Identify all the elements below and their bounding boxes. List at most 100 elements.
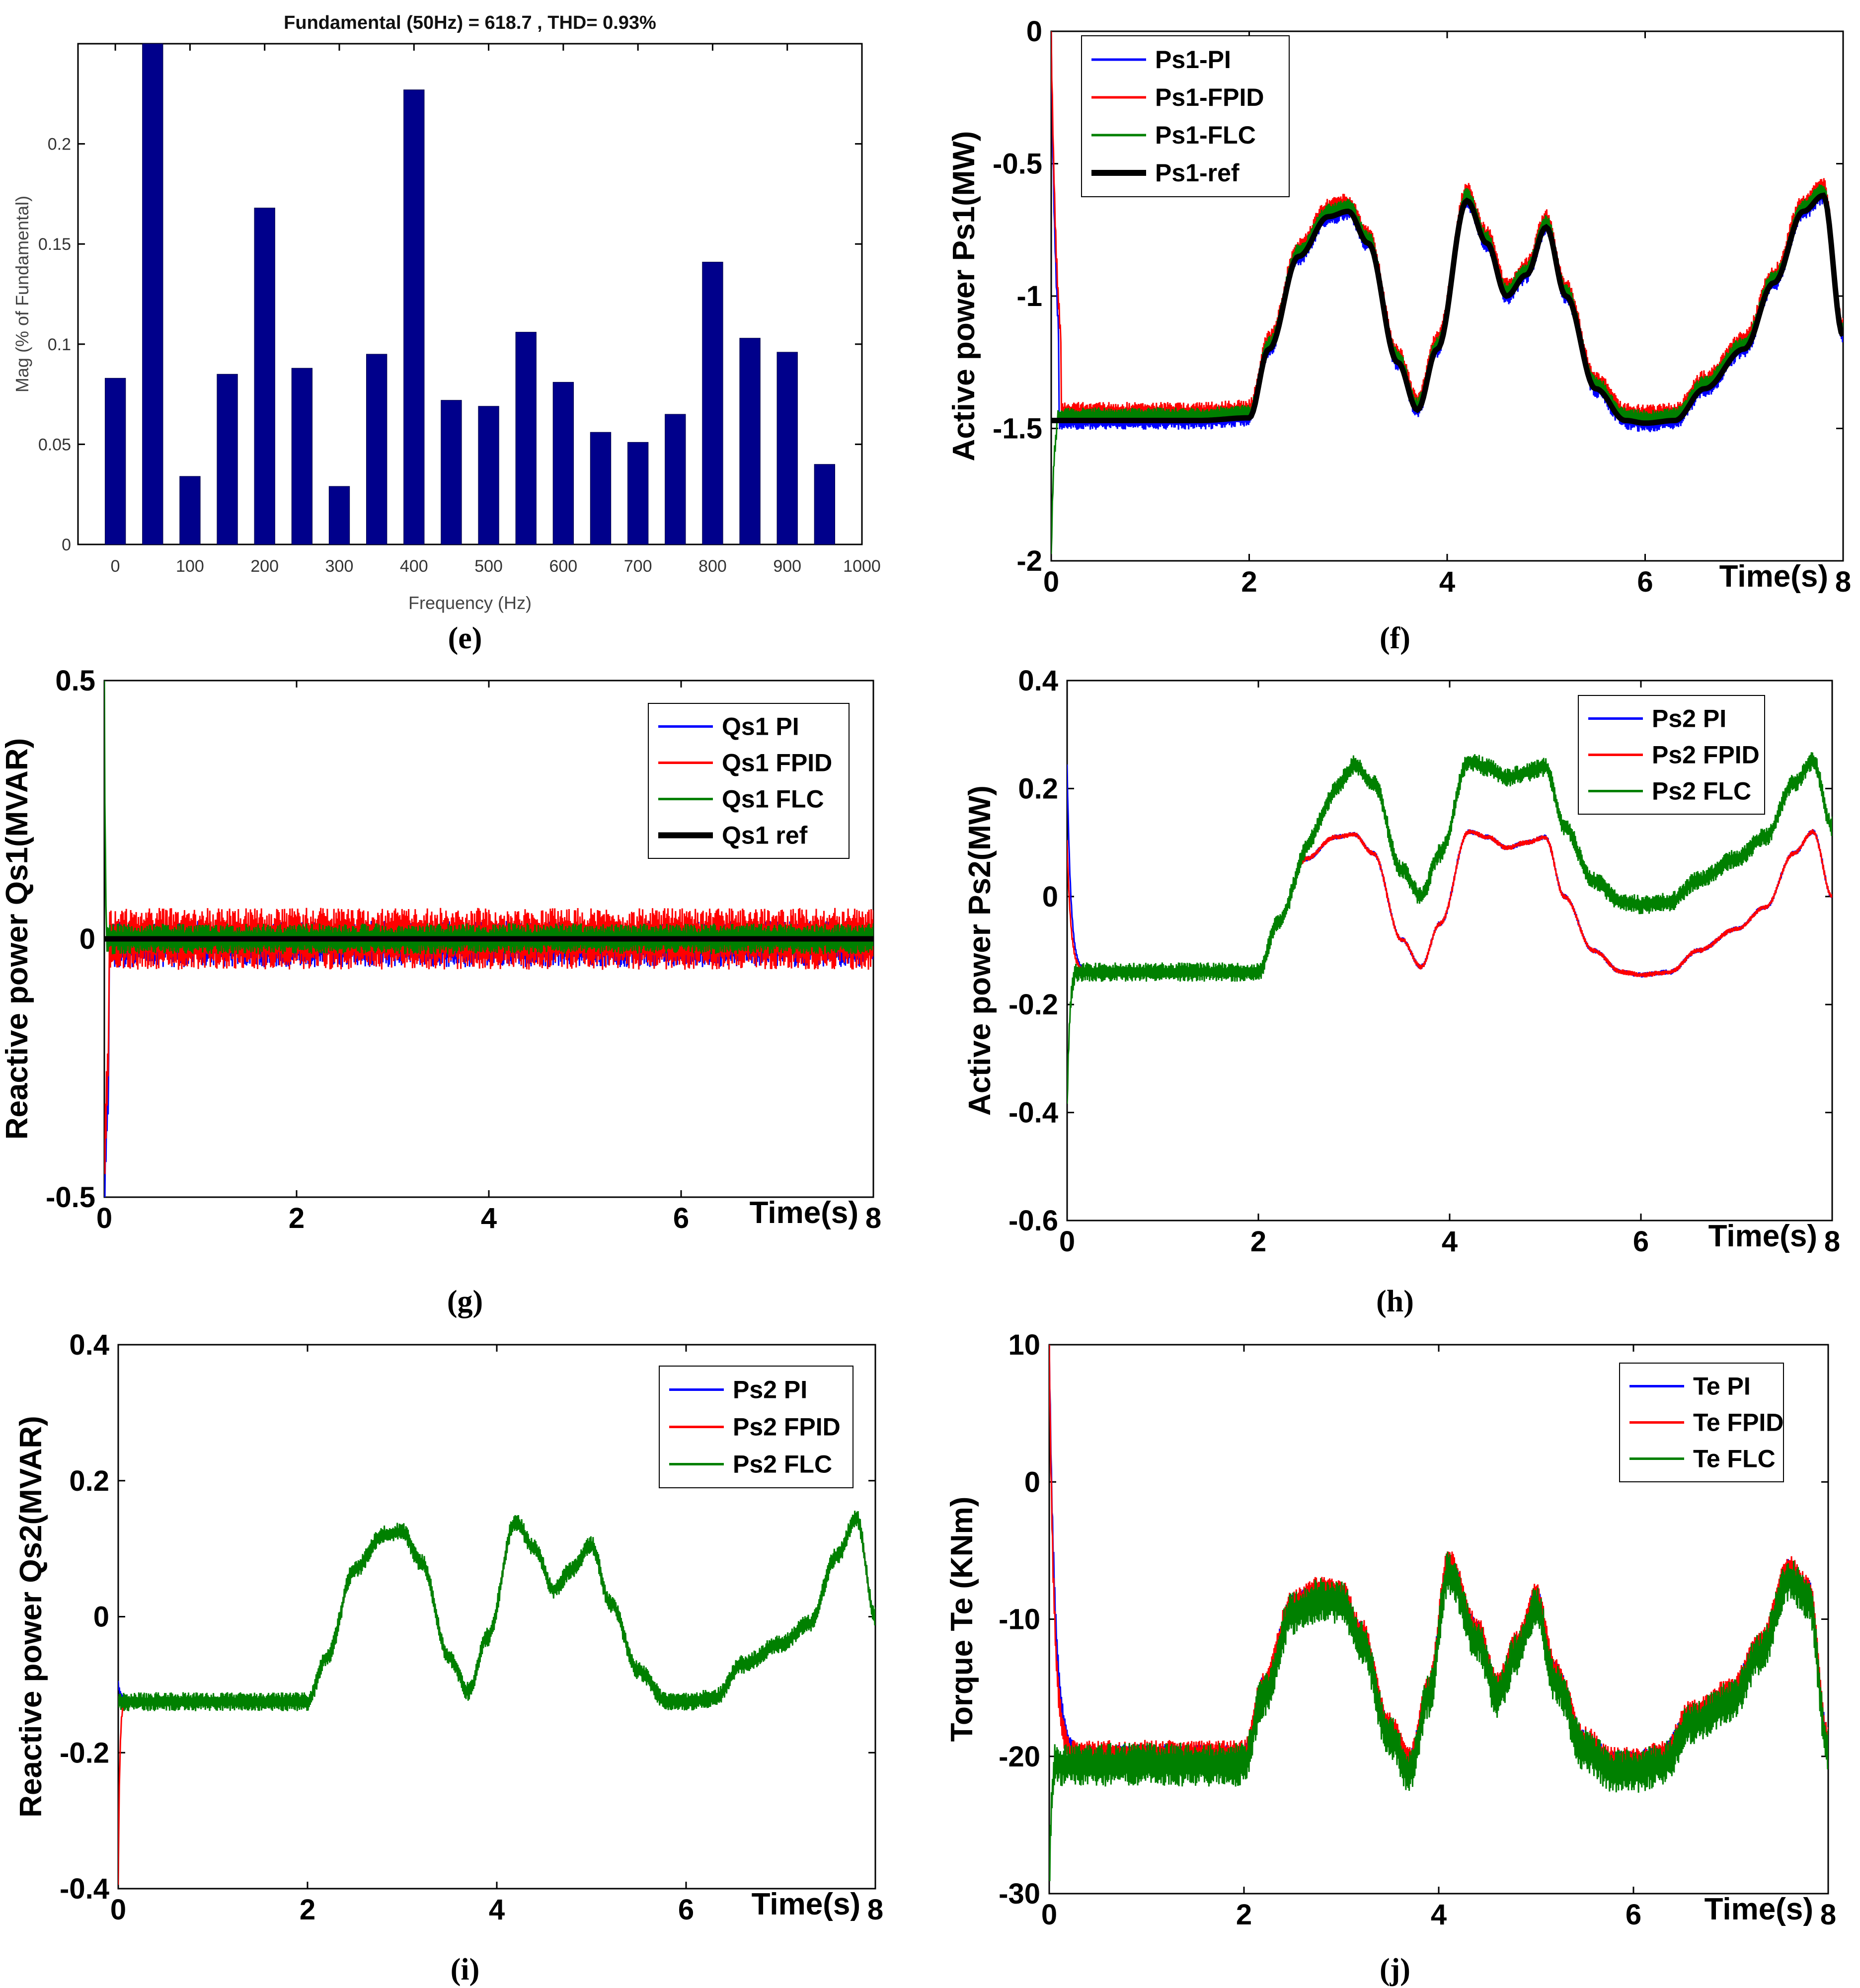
y-axis-label: Reactive power Qs1(MVAR) — [0, 738, 34, 1140]
legend-label: Te FLC — [1693, 1445, 1776, 1473]
legend: Ps2 PI Ps2 FPID Ps2 FLC — [659, 1366, 853, 1488]
y-tick-label: 10 — [1008, 1329, 1040, 1361]
y-tick-label: 0.2 — [48, 135, 71, 154]
y-tick-label: 0.2 — [69, 1465, 109, 1497]
y-tick-label: 0.5 — [55, 665, 95, 697]
chart-e-caption: (e) — [448, 621, 482, 655]
x-tick-label: 2 — [289, 1202, 305, 1234]
chart-i-caption: (i) — [450, 1953, 480, 1987]
x-tick-label: 6 — [673, 1202, 689, 1234]
x-axis-label: Frequency (Hz) — [408, 593, 532, 613]
x-tick-label: 0 — [1059, 1225, 1075, 1258]
chart-i-svg: 0 2 4 6 8 -0.4 -0.2 0 0.2 0.4 Time(s) Reactive powe… — [14, 1329, 883, 1926]
y-tick-label: 0.4 — [69, 1329, 109, 1361]
x-tick-label: 0 — [111, 557, 120, 576]
legend-label: Ps2 PI — [733, 1376, 807, 1404]
chart-h-svg: 0 2 4 6 8 -0.6 -0.4 -0.2 0 0.2 0.4 Time(s) Active po… — [963, 665, 1840, 1258]
chart-j: 0 2 4 6 8 -30 -20 -10 0 10 Time(s) Torque Te (KNm) T… — [930, 1321, 1860, 1988]
bar — [254, 208, 275, 545]
bar — [515, 332, 537, 545]
legend-label: Te FPID — [1693, 1409, 1783, 1437]
legend-label: Ps1-FLC — [1155, 121, 1256, 149]
x-tick-label: 8 — [865, 1202, 881, 1234]
bar — [217, 374, 238, 545]
bar — [665, 414, 686, 545]
y-tick-label: -0.2 — [1008, 989, 1058, 1021]
bar — [739, 338, 761, 545]
y-tick-label: 0 — [93, 1601, 109, 1633]
y-tick-label: 0 — [1042, 881, 1058, 913]
plot-lines — [104, 681, 873, 1197]
legend-label: Te PI — [1693, 1373, 1751, 1400]
y-axis-label: Reactive power Qs2(MVAR) — [14, 1416, 48, 1818]
bar — [478, 406, 499, 545]
legend: Te PI Te FPID Te FLC — [1619, 1363, 1784, 1482]
legend-label: Ps1-FPID — [1155, 83, 1264, 111]
x-tick-label: 2 — [1241, 566, 1257, 598]
legend-label: Qs1 ref — [722, 822, 808, 849]
plot-lines — [1067, 752, 1832, 1104]
series-line — [1049, 1551, 1828, 1881]
chart-e: 0 100 200 300 400 500 600 700 800 900 1000 0 0.05 0.1… — [0, 0, 930, 655]
y-axis-label: Active power Ps1(MW) — [947, 131, 981, 461]
x-tick-label: 2 — [1236, 1899, 1252, 1931]
chart-f-caption: (f) — [1380, 621, 1410, 655]
y-tick-label: -0.2 — [60, 1737, 109, 1769]
chart-j-svg: 0 2 4 6 8 -30 -20 -10 0 10 Time(s) Torque Te (KNm) T… — [945, 1329, 1836, 1931]
y-tick-label: -0.6 — [1008, 1205, 1058, 1237]
y-tick-label: 0.4 — [1018, 665, 1058, 697]
x-tick-label: 0 — [110, 1894, 126, 1926]
plot-lines — [1051, 31, 1843, 554]
x-tick-label: 8 — [1835, 566, 1851, 598]
x-tick-label: 300 — [325, 557, 354, 576]
legend-label: Ps2 FLC — [733, 1451, 832, 1478]
y-tick-label: -1.5 — [993, 413, 1042, 445]
plot-area — [77, 43, 863, 545]
y-tick-label: 0.1 — [48, 335, 71, 354]
legend: Ps2 PI Ps2 FPID Ps2 FLC — [1578, 695, 1765, 815]
x-tick-label: 600 — [549, 557, 577, 576]
y-tick-label: 0 — [1026, 15, 1042, 48]
x-tick-label: 8 — [1824, 1225, 1840, 1258]
x-tick-label: 1000 — [843, 557, 881, 576]
y-axis-label: Mag (% of Fundamental) — [12, 196, 32, 392]
x-tick-label: 2 — [300, 1894, 315, 1926]
bar — [179, 476, 201, 545]
x-axis-label: Time(s) — [1705, 1892, 1813, 1926]
x-tick-label: 400 — [400, 557, 428, 576]
y-tick-label: 0 — [79, 923, 95, 955]
x-axis-label: Time(s) — [1708, 1219, 1817, 1253]
legend-label: Ps2 FLC — [1652, 777, 1751, 805]
legend: Ps1-PI Ps1-FPID Ps1-FLC Ps1-ref — [1081, 35, 1290, 197]
y-tick-label: -2 — [1016, 545, 1042, 577]
x-axis-label: Time(s) — [750, 1196, 858, 1230]
bar — [590, 432, 612, 545]
y-tick-label: -10 — [999, 1604, 1040, 1636]
y-tick-label: -0.5 — [46, 1181, 95, 1214]
y-tick-label: 0.05 — [38, 435, 71, 454]
bar — [291, 368, 313, 545]
y-tick-label: -20 — [999, 1741, 1040, 1773]
chart-j-caption: (j) — [1380, 1953, 1410, 1987]
x-tick-label: 4 — [1431, 1899, 1447, 1931]
x-axis-label: Time(s) — [752, 1887, 860, 1921]
legend: Qs1 PI Qs1 FPID Qs1 FLC Qs1 ref — [648, 703, 850, 859]
y-tick-label: -30 — [999, 1878, 1040, 1910]
legend-label: Ps1-PI — [1155, 46, 1231, 74]
bar — [702, 261, 723, 545]
chart-f: 0 2 4 6 8 -2 -1.5 -1 -0.5 0 Time(s) Active power Ps… — [930, 0, 1860, 661]
chart-f-svg: 0 2 4 6 8 -2 -1.5 -1 -0.5 0 Time(s) Active power Ps… — [947, 15, 1851, 598]
x-tick-label: 200 — [250, 557, 279, 576]
bar — [328, 486, 350, 545]
legend-label: Ps2 PI — [1652, 705, 1726, 733]
x-tick-label: 6 — [1637, 566, 1653, 598]
x-tick-label: 700 — [624, 557, 652, 576]
bar — [552, 382, 574, 545]
bar — [776, 352, 798, 545]
bar — [142, 43, 163, 545]
bar — [403, 89, 425, 545]
x-tick-label: 0 — [1043, 566, 1059, 598]
bar — [627, 442, 649, 545]
y-tick-label: 0 — [1024, 1466, 1040, 1498]
